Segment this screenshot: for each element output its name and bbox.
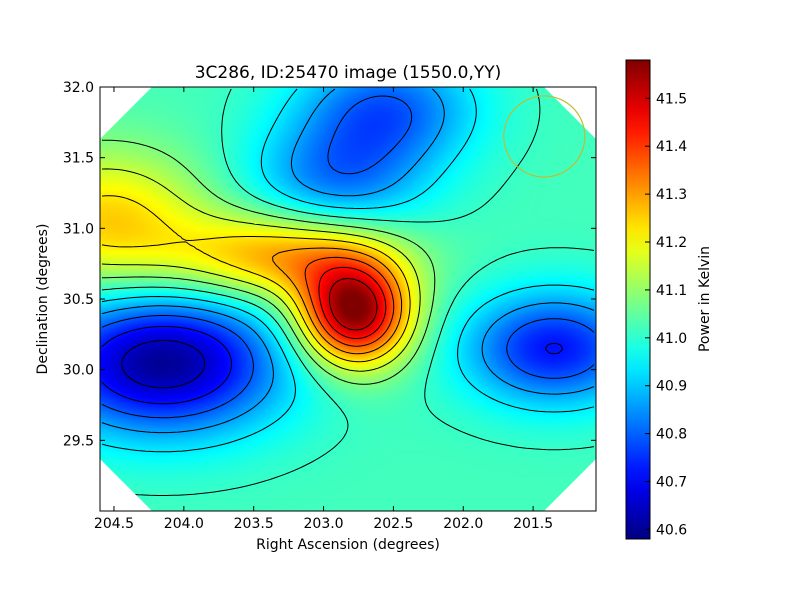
- contour-line: [101, 88, 595, 496]
- y-tick-label: 31.5: [63, 151, 94, 167]
- y-axis: 29.5 30.0 30.5 31.0 31.5 32.0: [63, 80, 596, 449]
- x-tick-label: 202.5: [373, 516, 413, 532]
- colorbar-tick-label: 41.4: [656, 139, 687, 155]
- x-axis-label: Right Ascension (degrees): [256, 537, 440, 553]
- x-tick-label: 204.0: [164, 516, 204, 532]
- heatmap-image: [100, 87, 596, 511]
- heatmap-plot-area: [99, 86, 597, 512]
- y-tick-label: 32.0: [63, 80, 94, 96]
- contour-line: [121, 340, 206, 389]
- colorbar-tick-label: 41.3: [656, 187, 687, 203]
- contour-line: [272, 247, 403, 355]
- masked-corner: [100, 459, 152, 511]
- contour-line: [304, 256, 395, 347]
- y-tick-label: 31.0: [63, 221, 94, 237]
- contour-line: [101, 326, 564, 405]
- contour-line: [101, 95, 595, 419]
- x-tick-label: 203.0: [304, 516, 344, 532]
- colorbar-tick-label: 41.0: [656, 331, 687, 347]
- y-tick-label: 30.0: [63, 363, 94, 379]
- colorbar: 40.6 40.7 40.8 40.9 41.0 41.1 41.2 41.3 41.4 41.5…: [625, 59, 713, 540]
- beam-circle: [503, 95, 586, 178]
- colorbar-gradient: [625, 59, 651, 540]
- x-tick-label: 201.5: [513, 516, 553, 532]
- x-axis: 204.5 204.0 203.5 203.0 202.5 202.0 201.5: [94, 87, 553, 532]
- contour-line: [101, 88, 595, 434]
- colorbar-label: Power in Kelvin: [697, 246, 713, 352]
- y-tick-label: 30.5: [63, 292, 94, 308]
- colorbar-tick-label: 40.8: [656, 427, 687, 443]
- colorbar-tick-label: 41.5: [656, 91, 687, 107]
- contour-line: [101, 168, 421, 372]
- masked-corner: [544, 459, 596, 511]
- x-tick-label: 202.0: [443, 516, 483, 532]
- y-axis-label: Declination (degrees): [35, 224, 51, 375]
- contour-lines: [101, 88, 595, 496]
- colorbar-tick-label: 40.7: [656, 475, 687, 491]
- colorbar-tick-label: 40.6: [656, 522, 687, 538]
- x-tick-label: 203.5: [234, 516, 274, 532]
- colorbar-ticks: 40.6 40.7 40.8 40.9 41.0 41.1 41.2 41.3 41.4 41.5: [645, 91, 687, 538]
- colorbar-tick-label: 40.9: [656, 379, 687, 395]
- masked-corner: [100, 87, 152, 139]
- colorbar-tick-label: 41.2: [656, 235, 687, 251]
- contour-line: [101, 88, 595, 453]
- colorbar-tick-label: 41.1: [656, 283, 687, 299]
- contour-line: [101, 139, 436, 385]
- contour-line: [328, 278, 378, 331]
- chart-title: 3C286, ID:25470 image (1550.0,YY): [195, 63, 502, 83]
- y-tick-label: 29.5: [63, 433, 94, 449]
- x-tick-label: 204.5: [94, 516, 134, 532]
- contour-line: [101, 195, 411, 363]
- contour-line: [318, 266, 387, 339]
